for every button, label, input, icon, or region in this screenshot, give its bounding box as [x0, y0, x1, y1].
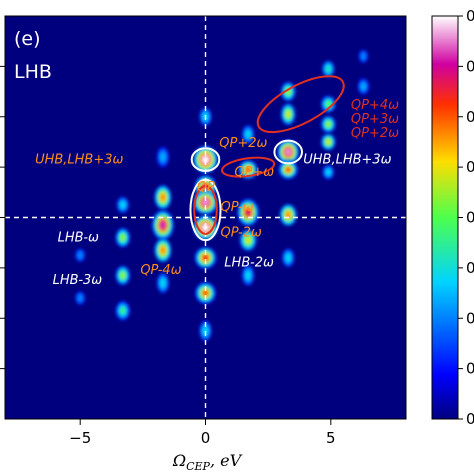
heatmap-blob [321, 133, 336, 151]
panel-name: LHB [14, 61, 52, 83]
heatmap-blob [242, 125, 255, 144]
heatmap-blob [199, 320, 212, 341]
heatmap-blob [75, 291, 86, 305]
highlight-ellipse [221, 156, 276, 178]
x-ticks: −5 0 5 [69, 419, 336, 447]
colorbar-tick-label: 0 [466, 158, 474, 176]
heatmap-blob [115, 301, 130, 321]
peak-annotation: QP+4ω [351, 98, 399, 113]
peak-annotation: QP [197, 180, 215, 195]
colorbar-tick-label: 0 [466, 209, 474, 227]
highlight-ellipse [190, 147, 221, 172]
heatmap-blob [194, 246, 217, 269]
heatmap-blob [156, 272, 169, 293]
heatmap-blob [116, 196, 129, 213]
highlight-ellipse [256, 75, 345, 134]
peak-annotation: QP+3ω [351, 112, 399, 127]
heatmap-blob [282, 248, 295, 267]
heatmap-blob [115, 228, 130, 248]
heatmap-blob [115, 265, 130, 285]
reference-lines [5, 16, 406, 419]
heatmap-blob [278, 160, 298, 180]
colorbar [431, 15, 459, 420]
heatmap-blob [321, 115, 336, 133]
peak-annotation: QP-ω [221, 200, 254, 215]
heatmap-blob [195, 282, 216, 304]
peak-annotation: LHB-ω [58, 230, 99, 245]
heatmap-blob [154, 185, 172, 210]
colorbar-ticks: 0 0 0 0 0 0 0 0 0 [458, 7, 474, 428]
peak-annotation: QP-2ω [221, 225, 262, 240]
peak-annotation: QP+2ω [219, 136, 267, 151]
colorbar-tick-label: 0 [466, 7, 474, 25]
heatmap-blob [152, 210, 174, 241]
highlight-ellipse [189, 178, 222, 242]
colorbar-tick-label: 0 [466, 360, 474, 378]
heatmap-blob [154, 238, 172, 263]
x-tick-label: −5 [69, 429, 91, 447]
x-tick-label: 5 [326, 429, 336, 447]
colorbar-tick-label: 0 [466, 259, 474, 277]
peak-annotation: QP+ω [234, 165, 274, 180]
colorbar-tick-label: 0 [466, 108, 474, 126]
heatmap-blob [156, 147, 169, 168]
peak-annotation: UHB,LHB+3ω [303, 152, 391, 167]
colorbar-tick-label: 0 [466, 309, 474, 327]
highlight-ellipses [189, 75, 345, 242]
colorbar-tick-label: 0 [466, 410, 474, 428]
heatmap-blob [321, 95, 336, 113]
peak-annotation: LHB-3ω [53, 273, 103, 288]
heatmap-blob [279, 204, 297, 226]
heatmap-blob [322, 60, 335, 77]
x-axis-label: ΩCEP, eV [172, 451, 243, 473]
peak-annotation: LHB-2ω [224, 256, 274, 271]
heatmap-blob [242, 265, 255, 286]
highlight-ellipse [193, 185, 218, 235]
heatmap-blob [281, 103, 296, 125]
highlight-ellipse [273, 139, 303, 165]
heatmap-blob [238, 160, 258, 180]
panel-letter: (e) [14, 28, 41, 50]
heatmap-blobs [75, 49, 369, 341]
x-tick-label: 0 [201, 429, 211, 447]
peak-annotation: UHB,LHB+3ω [35, 152, 123, 167]
peak-annotation: QP+2ω [351, 126, 399, 141]
y-tick-marks [0, 65, 5, 370]
heatmap-blob [277, 139, 300, 165]
heatmap-blob [357, 78, 369, 95]
heatmap-blob [193, 190, 218, 215]
heatmap-blob [239, 229, 257, 251]
colorbar-tick-label: 0 [466, 57, 474, 75]
heatmap-blob [193, 145, 218, 174]
peak-annotations: UHB,LHB+3ω UHB,LHB+3ω QP+2ω QP+ω QP QP-ω QP-2ω… [35, 98, 399, 288]
heatmap-blob [322, 165, 334, 180]
heatmap-blob [75, 248, 86, 262]
heatmap-blob [358, 49, 368, 63]
peak-annotation: QP-4ω [140, 263, 181, 278]
